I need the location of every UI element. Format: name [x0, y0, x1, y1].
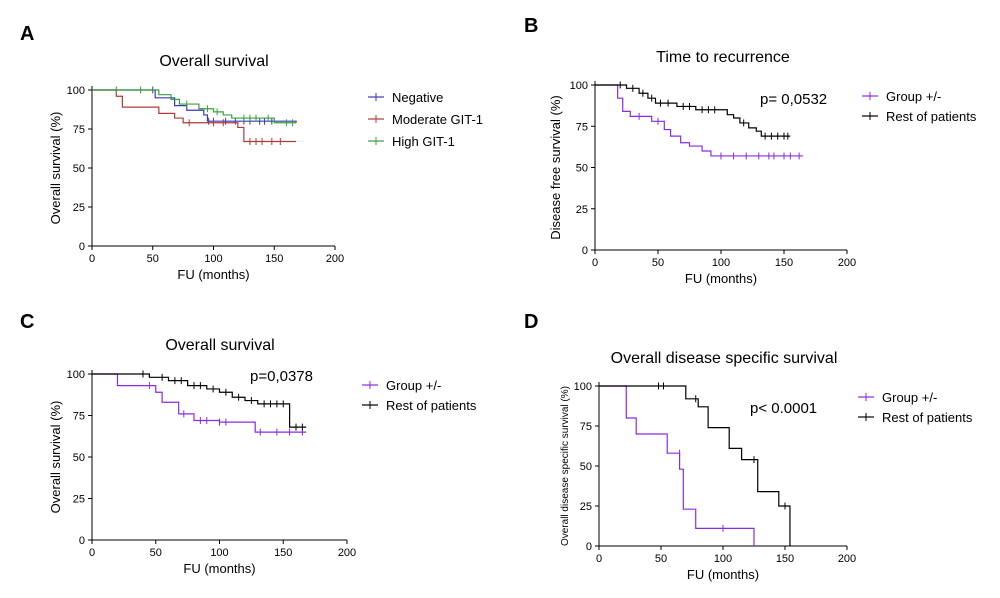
x-tick-label-a: 50: [147, 253, 159, 265]
y-tick-label-a: 100: [67, 85, 85, 97]
series-line-b-0: [595, 84, 803, 157]
y-tick-label-c: 50: [73, 452, 85, 464]
x-tick-label-b: 100: [712, 257, 730, 269]
series-line-d-1: [599, 385, 791, 546]
y-axis-label-c: Overall survival (%): [48, 401, 63, 514]
legend-label-a-0: Negative: [392, 90, 443, 105]
x-tick-label-a: 100: [204, 253, 222, 265]
p-value-annotation-b: p= 0,0532: [760, 91, 827, 108]
series-line-d-0: [599, 385, 755, 546]
y-tick-label-a: 75: [73, 124, 85, 136]
series-line-a-1: [92, 89, 297, 143]
y-tick-label-c: 0: [79, 535, 85, 547]
x-tick-label-d: 100: [714, 553, 732, 565]
x-tick-label-d: 50: [655, 553, 667, 565]
x-tick-label-c: 0: [89, 547, 95, 559]
x-axis-label-c: FU (months): [183, 561, 255, 576]
legend-label-a-1: Moderate GIT-1: [392, 112, 483, 127]
p-value-annotation-d: p< 0.0001: [750, 400, 817, 417]
series-line-b-1: [595, 84, 791, 137]
y-axis-label-a: Overall survival (%): [48, 112, 63, 225]
x-tick-label-d: 0: [596, 553, 602, 565]
x-tick-label-b: 0: [592, 257, 598, 269]
y-tick-label-b: 50: [576, 163, 588, 175]
x-tick-label-c: 200: [338, 547, 356, 559]
y-tick-label-c: 75: [73, 411, 85, 423]
legend-label-c-1: Rest of patients: [386, 398, 477, 413]
x-tick-label-c: 150: [274, 547, 292, 559]
y-tick-label-b: 100: [570, 80, 588, 92]
panel-letter-b: B: [524, 15, 538, 37]
x-tick-label-d: 150: [776, 553, 794, 565]
panel-letter-d: D: [524, 311, 538, 333]
y-tick-label-d: 25: [580, 501, 592, 513]
x-tick-label-b: 50: [652, 257, 664, 269]
y-axis-label-d: Overall disease specific survival (%): [560, 386, 571, 546]
x-tick-label-b: 200: [838, 257, 856, 269]
y-tick-label-c: 100: [67, 369, 85, 381]
y-axis-label-b: Disease free survival (%): [548, 95, 563, 240]
x-tick-label-b: 150: [775, 257, 793, 269]
legend-label-a-2: High GIT-1: [392, 134, 455, 149]
chart-panel-d: Overall disease specific survival 0 50 100 1…: [560, 350, 973, 582]
y-tick-label-d: 50: [580, 461, 592, 473]
series-line-c-0: [92, 373, 307, 433]
series-line-a-2: [92, 89, 297, 124]
x-axis-label-b: FU (months): [685, 271, 757, 286]
chart-title-c: Overall survival: [165, 337, 274, 354]
chart-panel-a: Overall survival 0 50 100 150 200 0 25 50 75 100 FU…: [48, 53, 483, 282]
chart-title-b: Time to recurrence: [656, 49, 790, 66]
y-tick-label-b: 75: [576, 121, 588, 133]
x-tick-label-d: 200: [838, 553, 856, 565]
x-axis-label-a: FU (months): [177, 267, 249, 282]
series-line-c-1: [92, 373, 307, 428]
x-axis-label-d: FU (months): [687, 567, 759, 582]
y-tick-label-c: 25: [73, 494, 85, 506]
panel-letter-a: A: [20, 23, 34, 45]
legend-label-d-1: Rest of patients: [882, 410, 973, 425]
y-tick-label-a: 25: [73, 202, 85, 214]
charts-layer: Overall survival 0 50 100 150 200 0 25 50 75 100 FU…: [48, 49, 977, 582]
x-tick-label-c: 100: [210, 547, 228, 559]
x-tick-label-a: 200: [326, 253, 344, 265]
chart-title-a: Overall survival: [159, 53, 268, 70]
chart-title-d: Overall disease specific survival: [611, 350, 838, 367]
legend-label-b-1: Rest of patients: [886, 109, 977, 124]
x-tick-label-c: 50: [150, 547, 162, 559]
p-value-annotation-c: p=0,0378: [250, 368, 313, 385]
y-tick-label-a: 50: [73, 163, 85, 175]
x-tick-label-a: 0: [89, 253, 95, 265]
chart-panel-c: Overall survival 0 50 100 150 200 0 25 50 75 100 FU…: [48, 337, 477, 576]
legend-label-c-0: Group +/-: [386, 378, 441, 393]
y-tick-label-b: 0: [582, 245, 588, 257]
y-tick-label-d: 0: [586, 541, 592, 553]
y-tick-label-a: 0: [79, 241, 85, 253]
panel-letter-c: C: [20, 311, 34, 333]
legend-label-b-0: Group +/-: [886, 89, 941, 104]
y-tick-label-d: 75: [580, 421, 592, 433]
y-tick-label-d: 100: [574, 381, 592, 393]
y-tick-label-b: 25: [576, 204, 588, 216]
x-tick-label-a: 150: [265, 253, 283, 265]
legend-label-d-0: Group +/-: [882, 390, 937, 405]
chart-panel-b: Time to recurrence 0 50 100 150 200 0 25 50 75 100…: [548, 49, 977, 286]
